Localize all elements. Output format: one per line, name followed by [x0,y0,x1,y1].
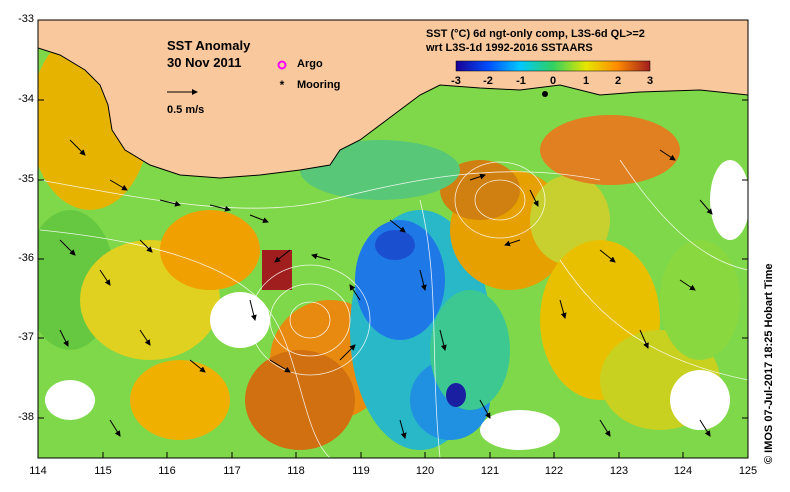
lon-label: 122 [544,465,564,477]
lon-label: 119 [352,465,370,477]
lon-label: 125 [738,465,758,477]
lat-label: -35 [18,173,34,185]
colorbar-tick: 2 [614,75,622,87]
lon-label: 120 [415,465,435,477]
colorbar-tick: -2 [483,75,493,87]
map-date: 30 Nov 2011 [167,55,242,70]
lat-label: -36 [18,252,34,264]
mooring-marker: * [280,78,285,92]
imos-credit: © IMOS 07-Jul-2017 18:25 Hobart Time [763,263,775,464]
lon-label: 116 [158,465,176,477]
lat-label: -37 [18,331,34,343]
legend-argo-label: Argo [297,58,323,70]
map-frame [37,19,749,459]
colorbar-tick: 0 [549,75,557,87]
legend-mooring-label: Mooring [297,79,341,91]
scale-label: 0.5 m/s [167,104,205,116]
lon-label: 121 [480,465,500,477]
lon-label: 114 [29,465,47,477]
argo-marker [277,60,287,70]
colorbar-tick: -3 [451,75,461,87]
current-vectors [59,139,713,439]
lat-label: -38 [18,411,34,423]
colorbar [455,60,651,72]
colorbar-tick: 3 [646,75,654,87]
lon-label: 123 [609,465,629,477]
product-line-1: SST (°C) 6d ngt-only comp, L3S-6d QL>=2 [426,28,645,40]
colorbar-tick: -1 [516,75,526,87]
lon-label: 115 [94,465,112,477]
colorbar-tick: 1 [582,75,590,87]
ssh-contours [39,159,748,458]
lon-label: 124 [673,465,693,477]
lon-label: 118 [287,465,305,477]
product-line-2: wrt L3S-1d 1992-2016 SSTAARS [426,42,593,54]
lon-label: 117 [223,465,241,477]
mooring-location [542,91,548,97]
sst-anomaly-patches [38,30,748,450]
lat-label: -33 [18,13,34,25]
lat-label: -34 [18,93,34,105]
axis-ticks [37,19,749,458]
land-western-australia [38,20,748,179]
map-title: SST Anomaly [167,38,251,53]
